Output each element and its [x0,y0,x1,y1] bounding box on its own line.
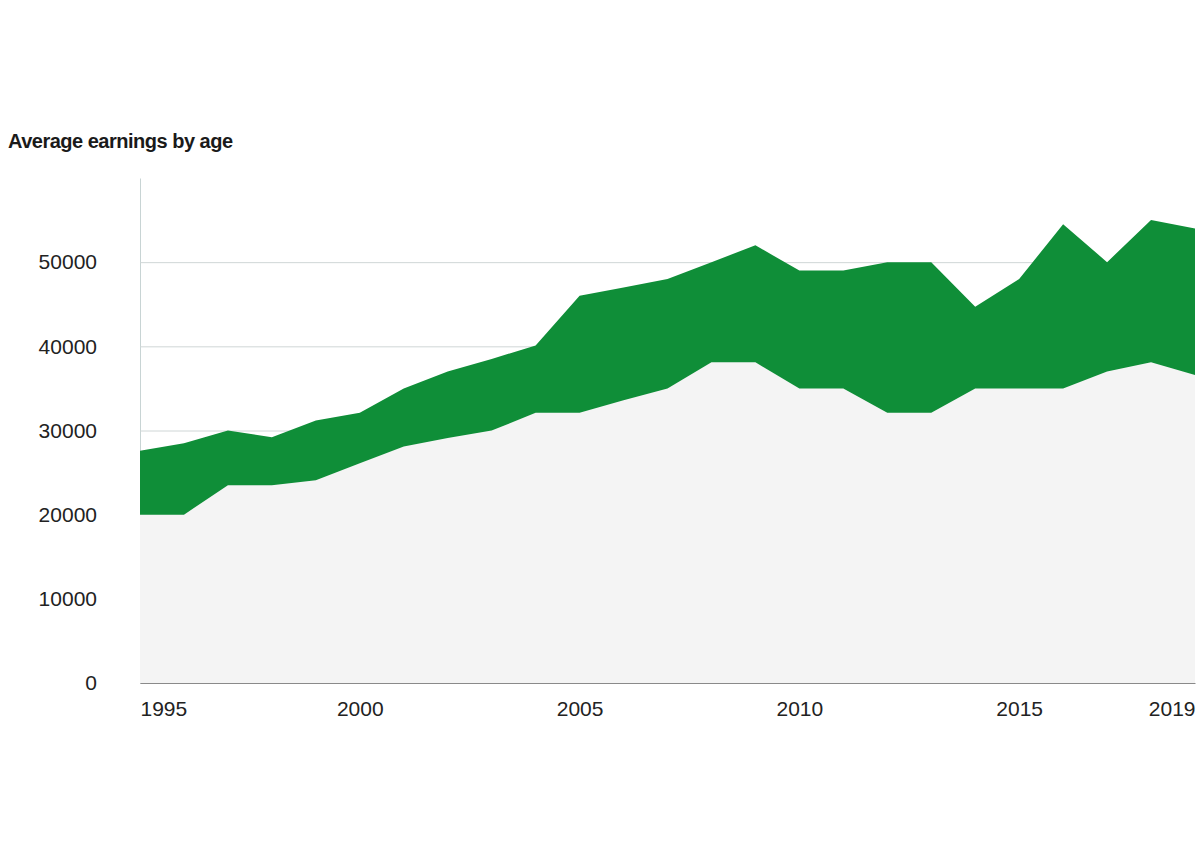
x-tick: 2005 [557,683,604,720]
y-axis: 0 10000 20000 30000 40000 50000 [39,179,1195,695]
y-tick-label: 0 [85,671,97,694]
grid-line [140,683,1195,684]
x-tick-label: 2010 [777,697,824,720]
plot-area [140,220,1195,683]
y-tick-label: 10000 [39,587,97,610]
x-tick: 2015 [996,683,1043,720]
area-series [140,362,1195,683]
y-tick: 50000 [39,250,1195,273]
y-tick-label: 20000 [39,503,97,526]
x-tick-label: 1995 [141,697,188,720]
x-tick: 2019 [1149,683,1196,720]
x-axis-line [141,683,1196,684]
title: Average earnings by age [8,130,233,152]
x-tick-label: 2000 [337,697,384,720]
x-tick: 2010 [777,683,824,720]
y-tick-label: 30000 [39,419,97,442]
x-tick-label: 2015 [996,697,1043,720]
x-tick: 2000 [337,683,384,720]
y-tick-label: 50000 [39,250,97,273]
x-axis: 1995 2000 2005 2010 2015 2019 [141,683,1196,720]
x-tick-label: 2005 [557,697,604,720]
y-tick-label: 40000 [39,335,97,358]
x-tick: 1995 [141,683,188,720]
area-series [140,220,1195,683]
chart: Average earnings by age 0 10000 20000 30000 4… [0,0,1200,855]
x-tick-label: 2019 [1149,697,1196,720]
